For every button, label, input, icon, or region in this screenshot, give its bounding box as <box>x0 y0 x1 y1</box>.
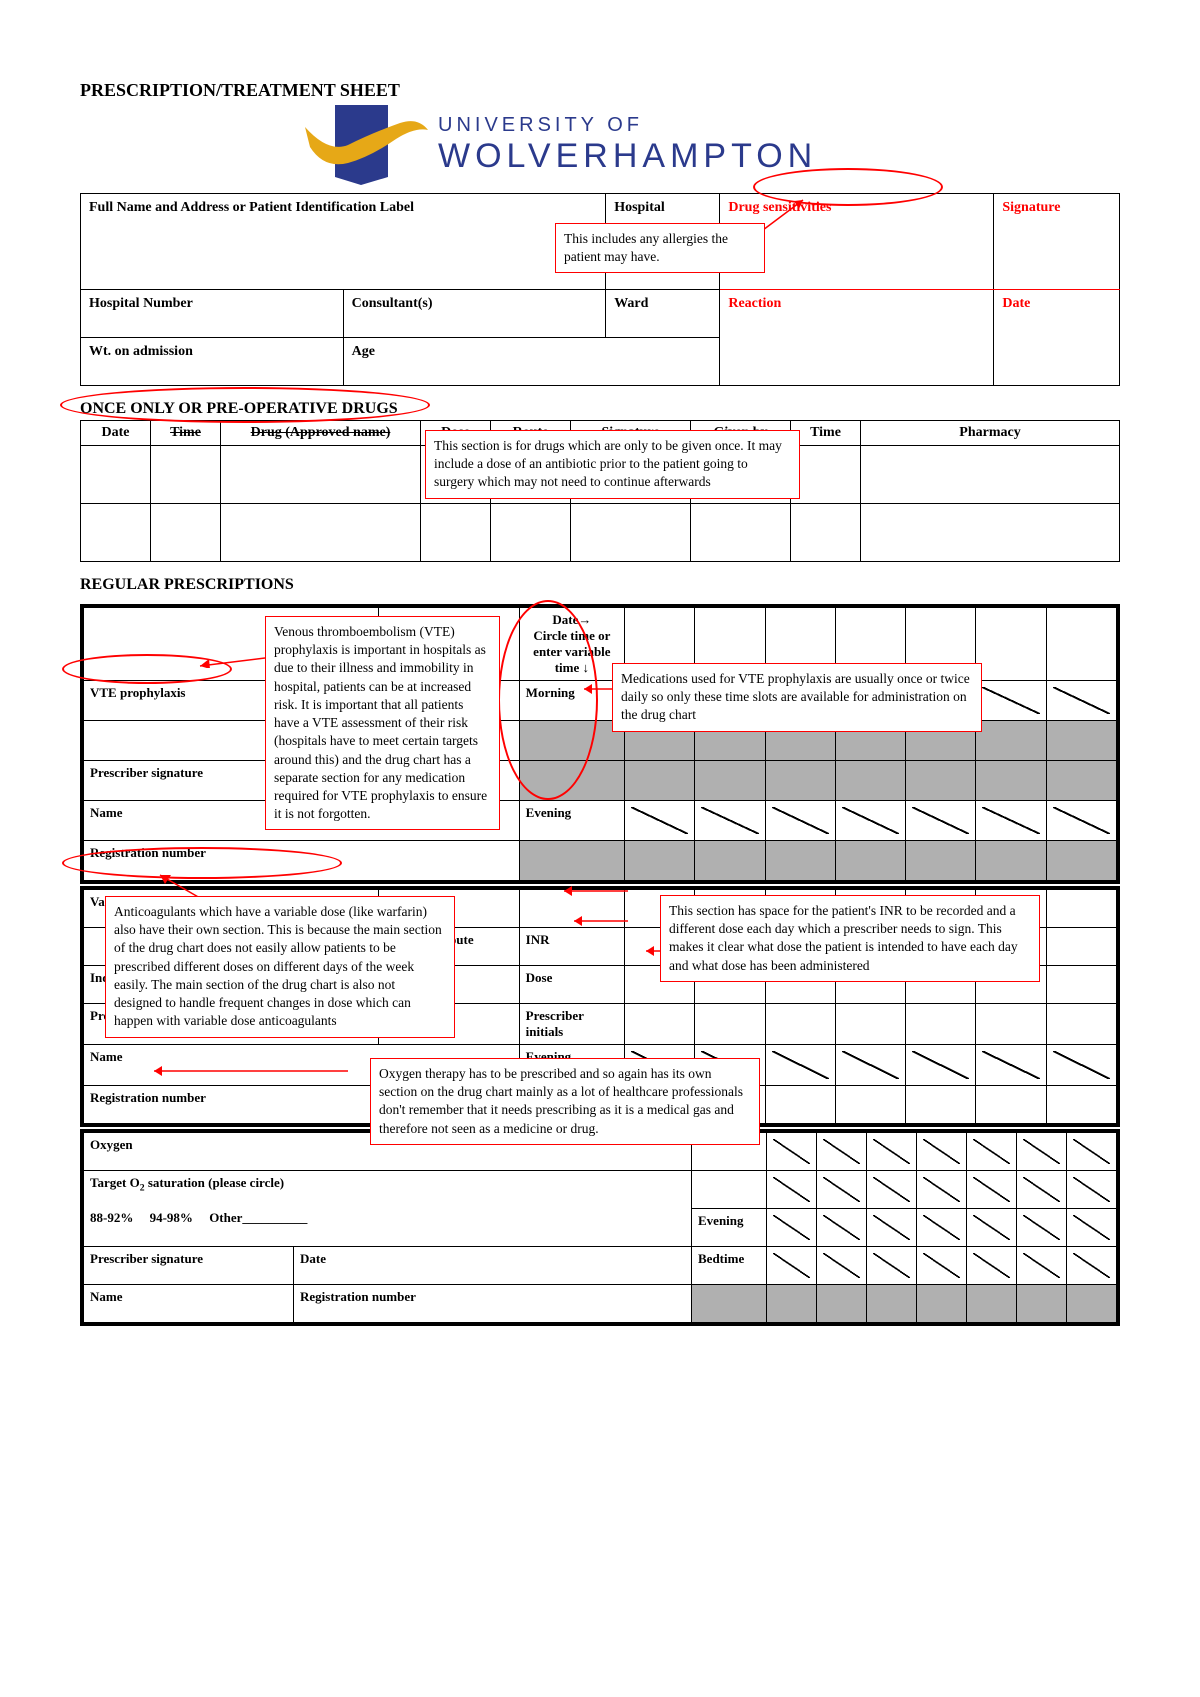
callout-anticoag: Anticoagulants which have a variable dos… <box>105 896 455 1038</box>
once-col-drug: Drug (Approved name) <box>221 421 421 446</box>
hospital-no-cell: Hospital Number <box>81 290 344 338</box>
oxygen-name: Name <box>84 1285 294 1323</box>
callout-vte-slots: Medications used for VTE prophylaxis are… <box>612 663 982 732</box>
consultants-cell: Consultant(s) <box>343 290 606 338</box>
oxygen-evening: Evening <box>692 1209 767 1247</box>
wolverhampton-logo-icon <box>300 105 430 185</box>
callout-oxygen: Oxygen therapy has to be prescribed and … <box>370 1058 760 1145</box>
regular-heading: REGULAR PRESCRIPTIONS <box>80 576 1120 594</box>
anticoag-dose: Dose <box>519 966 624 1004</box>
wt-cell: Wt. on admission <box>81 338 344 386</box>
date-cell: Date <box>994 290 1120 386</box>
vte-regnum: Registration number <box>84 841 520 881</box>
logo-text: UNIVERSITY OF WOLVERHAMPTON <box>438 114 817 176</box>
callout-allergies: This includes any allergies the patient … <box>555 223 765 273</box>
age-cell: Age <box>343 338 720 386</box>
once-col-date: Date <box>81 421 151 446</box>
vte-morning: Morning <box>519 681 624 721</box>
logo-line2: WOLVERHAMPTON <box>438 137 817 176</box>
oxygen-bedtime: Bedtime <box>692 1247 767 1285</box>
logo-line1: UNIVERSITY OF <box>438 114 817 137</box>
oxygen-block: Oxygen Target O2 saturation (please circ… <box>80 1129 1120 1326</box>
vte-evening: Evening <box>519 801 624 841</box>
vte-block: Date→ Circle time or enter variable time… <box>80 604 1120 884</box>
oxygen-target: Target O2 saturation (please circle) 88-… <box>84 1171 692 1247</box>
anticoag-inr: INR <box>519 928 624 966</box>
logo-mark <box>300 105 430 185</box>
oxygen-date: Date <box>294 1247 692 1285</box>
page-title: PRESCRIPTION/TREATMENT SHEET <box>80 80 1120 101</box>
once-col-time2: Time <box>791 421 861 446</box>
oxygen-regnum: Registration number <box>294 1285 692 1323</box>
reaction-cell: Reaction <box>720 290 994 386</box>
signature-cell: Signature <box>994 194 1120 290</box>
callout-inr: This section has space for the patient's… <box>660 895 1040 982</box>
anticoag-initials: Prescriber initials <box>519 1004 624 1045</box>
callout-once: This section is for drugs which are only… <box>425 430 800 499</box>
patient-info-table: Full Name and Address or Patient Identif… <box>80 193 1120 386</box>
once-col-time: Time <box>151 421 221 446</box>
once-col-pharm: Pharmacy <box>861 421 1120 446</box>
ward-cell: Ward <box>606 290 720 338</box>
once-only-heading: ONCE ONLY OR PRE-OPERATIVE DRUGS <box>80 400 1120 418</box>
reg-date-header: Date→ Circle time or enter variable time… <box>519 608 624 681</box>
full-name-cell: Full Name and Address or Patient Identif… <box>81 194 606 290</box>
callout-vte: Venous thromboembolism (VTE) prophylaxis… <box>265 616 500 830</box>
logo-row: UNIVERSITY OF WOLVERHAMPTON <box>300 105 1120 185</box>
oxygen-psig: Prescriber signature <box>84 1247 294 1285</box>
